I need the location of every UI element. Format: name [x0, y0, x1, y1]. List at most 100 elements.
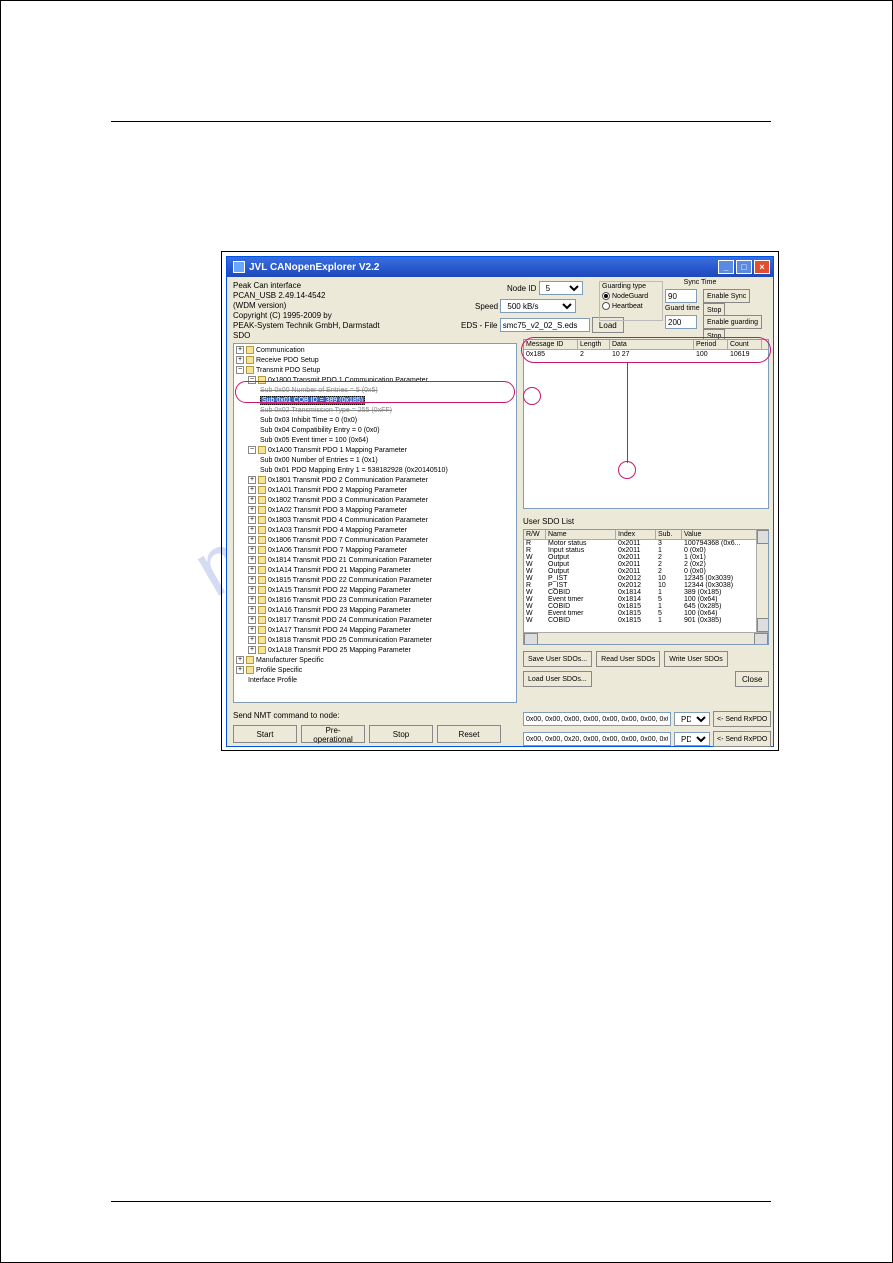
scrollbar-horizontal[interactable] [524, 632, 768, 644]
nmt-stop-button[interactable]: Stop [369, 725, 433, 743]
tree-node[interactable]: +0x1806 Transmit PDO 7 Communication Par… [236, 536, 514, 546]
rxpdo-select[interactable]: PDO1 [674, 712, 710, 726]
tree-node[interactable]: +0x1A18 Transmit PDO 25 Mapping Paramete… [236, 646, 514, 656]
rxpdo-select[interactable]: PDO1 [674, 732, 710, 746]
enable-sync-button[interactable]: Enable Sync [703, 289, 750, 303]
cell-value: 100794368 (0x6... [682, 540, 764, 547]
tree-node[interactable]: +0x1818 Transmit PDO 25 Communication Pa… [236, 636, 514, 646]
guard-time-label: Guard time [665, 305, 700, 312]
folder-icon [258, 576, 266, 584]
tree-node[interactable]: +0x1803 Transmit PDO 4 Communication Par… [236, 516, 514, 526]
sdo-row[interactable]: WOutput0x201120 (0x0) [524, 568, 768, 575]
tree-leaf[interactable]: Sub 0x04 Compatibility Entry = 0 (0x0) [236, 426, 514, 436]
tree-leaf[interactable]: Sub 0x02 Transmission Type = 255 (0xFF) [236, 406, 514, 416]
radio-heartbeat[interactable]: Heartbeat [602, 302, 660, 310]
nmt-start-button[interactable]: Start [233, 725, 297, 743]
cell-index: 0x1815 [616, 617, 656, 624]
sdo-row[interactable]: RP_IST0x20121012344 (0x3038) [524, 582, 768, 589]
sdo-row[interactable]: RMotor status0x20113100794368 (0x6... [524, 540, 768, 547]
cell-index: 0x1815 [616, 603, 656, 610]
folder-icon [246, 666, 254, 674]
tree-node[interactable]: +0x1A01 Transmit PDO 2 Mapping Parameter [236, 486, 514, 496]
tree-node[interactable]: +0x1A02 Transmit PDO 3 Mapping Parameter [236, 506, 514, 516]
tree-leaf[interactable]: Sub 0x01 PDO Mapping Entry 1 = 538182928… [236, 466, 514, 476]
sdo-row[interactable]: WOutput0x201121 (0x1) [524, 554, 768, 561]
eds-file-input[interactable] [500, 318, 590, 332]
sdo-row[interactable]: RInput status0x201110 (0x0) [524, 547, 768, 554]
guard-time-input[interactable] [665, 315, 697, 329]
read-user-sdos-button[interactable]: Read User SDOs [596, 651, 660, 667]
rxpdo-hex-input[interactable] [523, 712, 671, 726]
tree-node[interactable]: +0x1815 Transmit PDO 22 Communication Pa… [236, 576, 514, 586]
speed-row: Speed 500 kB/s [475, 299, 576, 313]
col-value[interactable]: Value [682, 530, 764, 539]
cell-rw: R [524, 540, 546, 547]
sdo-row[interactable]: WCOBID0x18151645 (0x285) [524, 603, 768, 610]
tree-node[interactable]: +0x1802 Transmit PDO 3 Communication Par… [236, 496, 514, 506]
tree-leaf[interactable]: Interface Profile [236, 676, 514, 686]
tree-node[interactable]: +0x1A17 Transmit PDO 24 Mapping Paramete… [236, 626, 514, 636]
maximize-button[interactable]: □ [736, 260, 752, 274]
sdo-row[interactable]: WCOBID0x18141389 (0x185) [524, 589, 768, 596]
cell-sub: 10 [656, 575, 682, 582]
radio-label: NodeGuard [612, 293, 648, 300]
cell-rw: W [524, 603, 546, 610]
page: manualshive.com JVL CANopenExplorer V2.2… [0, 0, 893, 1263]
sdo-label: SDO [233, 331, 250, 340]
col-sub[interactable]: Sub. [656, 530, 682, 539]
sdo-row[interactable]: WEvent timer0x18145100 (0x64) [524, 596, 768, 603]
tree-node[interactable]: +0x1801 Transmit PDO 2 Communication Par… [236, 476, 514, 486]
radio-nodeguard[interactable]: NodeGuard [602, 292, 660, 300]
tree-node[interactable]: +Receive PDO Setup [236, 356, 514, 366]
tree-node[interactable]: +0x1817 Transmit PDO 24 Communication Pa… [236, 616, 514, 626]
tree-node[interactable]: +Manufacturer Specific [236, 656, 514, 666]
node-id-select[interactable]: 5 [539, 281, 583, 295]
message-table[interactable]: Message ID Length Data Period Count 0x18… [523, 339, 769, 509]
tree-node[interactable]: −Transmit PDO Setup [236, 366, 514, 376]
sdo-row[interactable]: WP_IST0x20121012345 (0x3039) [524, 575, 768, 582]
cell-name: COBID [546, 603, 616, 610]
tree-node[interactable]: +0x1816 Transmit PDO 23 Communication Pa… [236, 596, 514, 606]
speed-label: Speed [475, 302, 498, 311]
col-index[interactable]: Index [616, 530, 656, 539]
sdo-row[interactable]: WCOBID0x18151901 (0x385) [524, 617, 768, 624]
enable-guarding-button[interactable]: Enable guarding [703, 315, 762, 329]
cell-sub: 10 [656, 582, 682, 589]
tree-node[interactable]: +0x1A16 Transmit PDO 23 Mapping Paramete… [236, 606, 514, 616]
user-sdo-label: User SDO List [523, 517, 574, 526]
send-rxpdo-button[interactable]: <- Send RxPDO [713, 711, 771, 727]
save-user-sdos-button[interactable]: Save User SDOs... [523, 651, 592, 667]
sdo-row[interactable]: WEvent timer0x18155100 (0x64) [524, 610, 768, 617]
tree-node[interactable]: +0x1A15 Transmit PDO 22 Mapping Paramete… [236, 586, 514, 596]
sdo-row[interactable]: WOutput0x201122 (0x2) [524, 561, 768, 568]
tree-leaf[interactable]: Sub 0x05 Event timer = 100 (0x64) [236, 436, 514, 446]
col-rw[interactable]: R/W [524, 530, 546, 539]
rxpdo-hex-input[interactable] [523, 732, 671, 746]
tree-node[interactable]: +Communication [236, 346, 514, 356]
tree-node[interactable]: +0x1A14 Transmit PDO 21 Mapping Paramete… [236, 566, 514, 576]
user-sdo-list[interactable]: R/W Name Index Sub. Value RMotor status0… [523, 529, 769, 645]
col-name[interactable]: Name [546, 530, 616, 539]
sync-time-input[interactable] [665, 289, 697, 303]
cell-sub: 5 [656, 596, 682, 603]
nmt-preop-button[interactable]: Pre-operational [301, 725, 365, 743]
nmt-reset-button[interactable]: Reset [437, 725, 501, 743]
load-user-sdos-button[interactable]: Load User SDOs... [523, 671, 592, 687]
tree-node[interactable]: +0x1A06 Transmit PDO 7 Mapping Parameter [236, 546, 514, 556]
send-rxpdo-button[interactable]: <- Send RxPDO [713, 731, 771, 747]
tree-leaf[interactable]: Sub 0x03 Inhibit Time = 0 (0x0) [236, 416, 514, 426]
tree-leaf[interactable]: Sub 0x00 Number of Entries = 1 (0x1) [236, 456, 514, 466]
minimize-button[interactable]: _ [718, 260, 734, 274]
close-button[interactable]: × [754, 260, 770, 274]
scrollbar-vertical[interactable] [756, 530, 768, 632]
cell-sub: 5 [656, 610, 682, 617]
tree-node[interactable]: +0x1814 Transmit PDO 21 Communication Pa… [236, 556, 514, 566]
tree-node[interactable]: +Profile Specific [236, 666, 514, 676]
tree-node[interactable]: +0x1A03 Transmit PDO 4 Mapping Parameter [236, 526, 514, 536]
speed-select[interactable]: 500 kB/s [500, 299, 576, 313]
titlebar[interactable]: JVL CANopenExplorer V2.2 _ □ × [227, 257, 773, 277]
close-panel-button[interactable]: Close [735, 671, 769, 687]
folder-icon [246, 346, 254, 354]
tree-node[interactable]: −0x1A00 Transmit PDO 1 Mapping Parameter [236, 446, 514, 456]
write-user-sdos-button[interactable]: Write User SDOs [664, 651, 728, 667]
